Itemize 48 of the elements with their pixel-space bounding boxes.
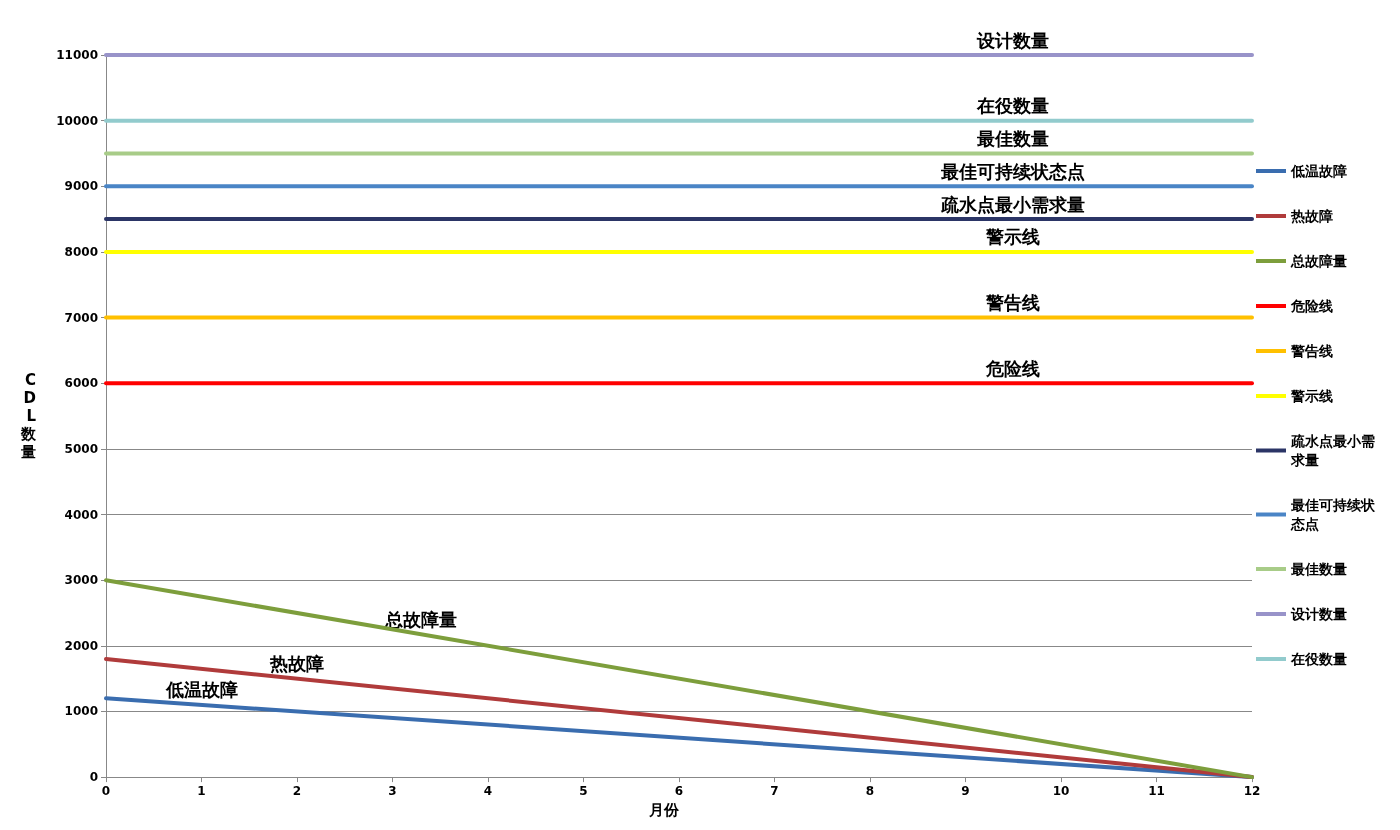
y-tick-label: 1000	[64, 704, 98, 719]
y-tick-label: 7000	[64, 310, 98, 325]
y-tick-label: 3000	[64, 573, 98, 588]
x-tick-label: 11	[1148, 784, 1165, 799]
y-tick-label: 6000	[64, 376, 98, 391]
x-tick-label: 4	[483, 784, 493, 799]
annotation: 最佳可持续状态点	[940, 160, 1086, 182]
x-tick-label: 6	[674, 784, 684, 799]
y-tick-label: 2000	[64, 638, 98, 653]
legend-label: 低温故障	[1290, 163, 1347, 179]
legend-label: 在役数量	[1290, 651, 1347, 667]
x-tick-label: 0	[101, 784, 111, 799]
legend-label: 设计数量	[1290, 606, 1347, 622]
x-tick-label: 3	[388, 784, 397, 799]
legend-label: 危险线	[1290, 298, 1333, 314]
annotation: 设计数量	[976, 29, 1050, 51]
annotation: 最佳数量	[976, 127, 1050, 149]
y-tick-label: 0	[89, 770, 98, 785]
annotation: 疏水点最小需求量	[940, 193, 1086, 215]
annotation: 警示线	[985, 226, 1041, 248]
x-tick-label: 5	[579, 784, 588, 799]
y-tick-label: 8000	[64, 244, 98, 259]
annotation: 低温故障	[164, 679, 238, 701]
x-tick-label: 7	[770, 784, 779, 799]
x-tick-label: 2	[292, 784, 302, 799]
annotation: 警告线	[985, 292, 1041, 314]
legend-label: 最佳可持续状态点	[1290, 497, 1376, 532]
legend-label: 疏水点最小需求量	[1290, 433, 1375, 468]
legend-label: 最佳数量	[1290, 561, 1347, 577]
y-axis-title: CDL数量	[20, 371, 37, 462]
x-tick-label: 1	[197, 784, 206, 799]
annotation: 危险线	[985, 357, 1041, 379]
x-tick-label: 8	[865, 784, 875, 799]
x-tick-label: 9	[961, 784, 970, 799]
annotation: 热故障	[269, 653, 324, 675]
legend-label: 总故障量	[1290, 253, 1347, 269]
y-tick-label: 11000	[56, 48, 98, 62]
legend-label: 热故障	[1290, 208, 1333, 224]
y-tick-label: 10000	[56, 113, 98, 128]
x-tick-label: 12	[1243, 784, 1261, 799]
y-tick-label: 5000	[64, 441, 98, 456]
legend-label: 警告线	[1290, 343, 1333, 359]
y-tick-label: 4000	[64, 507, 98, 522]
legend-label: 警示线	[1290, 388, 1333, 404]
x-tick-label: 10	[1052, 784, 1070, 799]
y-tick-label: 9000	[64, 179, 98, 194]
x-axis-title: 月份	[648, 800, 680, 819]
annotation: 在役数量	[976, 95, 1050, 117]
